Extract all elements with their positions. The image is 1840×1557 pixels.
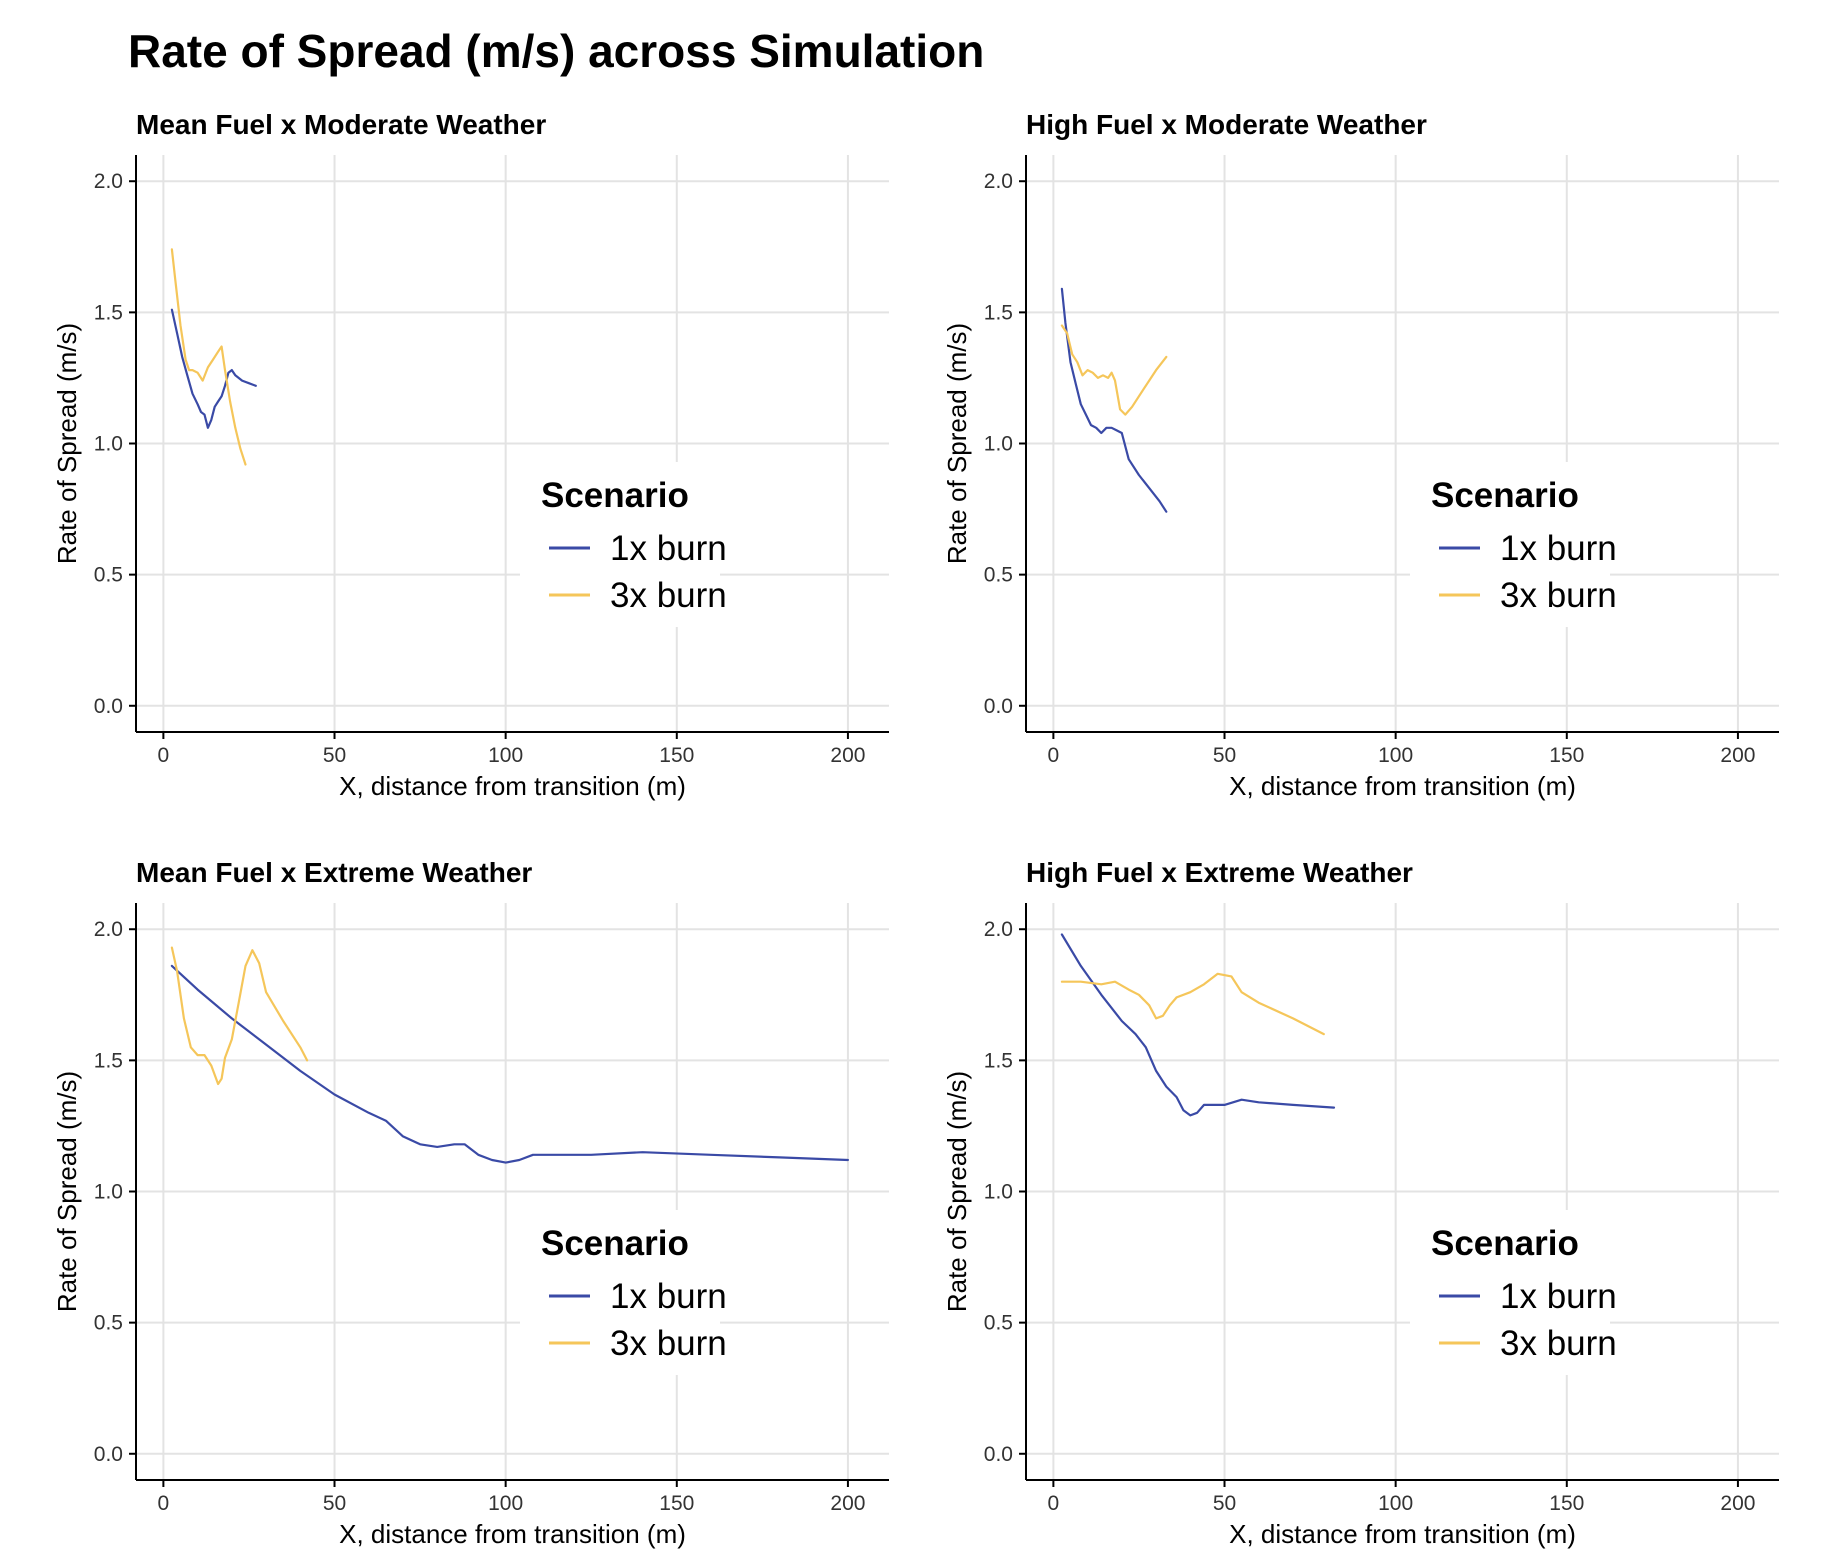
series-line (1060, 972, 1325, 1036)
legend-label: 1x burn (610, 1277, 727, 1316)
x-tick-label: 150 (1549, 1492, 1584, 1515)
y-tick-label: 1.5 (984, 1049, 1013, 1072)
x-tick-label: 50 (1213, 744, 1236, 767)
x-tick-label: 150 (659, 1492, 694, 1515)
x-tick-label: 100 (488, 744, 523, 767)
y-tick-label: 2.0 (94, 170, 123, 193)
panel-title: High Fuel x Moderate Weather (1026, 109, 1427, 140)
y-tick-label: 2.0 (94, 918, 123, 941)
x-tick-label: 100 (488, 1492, 523, 1515)
y-tick-label: 1.5 (984, 301, 1013, 324)
y-tick-label: 0.0 (94, 1443, 123, 1466)
y-tick-label: 1.0 (984, 433, 1013, 456)
x-axis-label: X, distance from transition (m) (1229, 1519, 1576, 1549)
x-tick-label: 50 (323, 1492, 346, 1515)
panel-title: Mean Fuel x Extreme Weather (136, 857, 532, 888)
x-tick-label: 200 (830, 1492, 865, 1515)
legend: Scenario 1x burn 3x burn (1410, 1210, 1617, 1375)
legend-background (1410, 1210, 1610, 1375)
legend-label: 3x burn (1500, 576, 1617, 615)
legend: Scenario 1x burn 3x burn (520, 462, 727, 627)
x-tick-label: 50 (323, 744, 346, 767)
series-line (170, 964, 850, 1164)
page-title: Rate of Spread (m/s) across Simulation (128, 25, 985, 77)
x-tick-label: 0 (1048, 1492, 1060, 1515)
legend: Scenario 1x burn 3x burn (520, 1210, 727, 1375)
chart-panel: High Fuel x Extreme Weather Scenario 1x bu… (942, 857, 1779, 1549)
x-axis-label: X, distance from transition (m) (1229, 771, 1576, 801)
legend-label: 3x burn (610, 576, 727, 615)
series-line (1060, 287, 1168, 513)
y-tick-label: 2.0 (984, 170, 1013, 193)
x-tick-label: 200 (1720, 744, 1755, 767)
y-tick-label: 0.0 (984, 1443, 1013, 1466)
y-tick-label: 1.5 (94, 301, 123, 324)
series-line (170, 946, 309, 1086)
legend-title: Scenario (541, 476, 689, 515)
legend-background (1410, 462, 1610, 627)
x-tick-label: 200 (1720, 1492, 1755, 1515)
y-axis-label: Rate of Spread (m/s) (52, 1071, 82, 1312)
y-tick-label: 1.0 (984, 1181, 1013, 1204)
x-tick-label: 150 (659, 744, 694, 767)
y-tick-label: 0.0 (94, 695, 123, 718)
series-line (170, 248, 247, 466)
y-axis-label: Rate of Spread (m/s) (52, 323, 82, 564)
legend-label: 3x burn (610, 1324, 727, 1363)
legend-background (520, 1210, 720, 1375)
chart-panel: Mean Fuel x Moderate Weather Scenario 1x b… (52, 109, 889, 801)
series-line (1060, 933, 1336, 1117)
legend-label: 1x burn (1500, 529, 1617, 568)
y-tick-label: 0.5 (94, 1312, 123, 1335)
legend-title: Scenario (1431, 476, 1579, 515)
x-tick-label: 100 (1378, 1492, 1413, 1515)
legend-title: Scenario (1431, 1224, 1579, 1263)
series-line (1060, 324, 1168, 416)
x-axis-label: X, distance from transition (m) (339, 771, 686, 801)
chart-panel: High Fuel x Moderate Weather Scenario 1x b… (942, 109, 1779, 801)
legend-background (520, 462, 720, 627)
x-tick-label: 50 (1213, 1492, 1236, 1515)
legend-title: Scenario (541, 1224, 689, 1263)
y-tick-label: 1.0 (94, 433, 123, 456)
legend-label: 1x burn (610, 529, 727, 568)
y-tick-label: 0.5 (94, 564, 123, 587)
chart-panel: Mean Fuel x Extreme Weather Scenario 1x bu… (52, 857, 889, 1549)
y-tick-label: 1.5 (94, 1049, 123, 1072)
y-tick-label: 0.5 (984, 1312, 1013, 1335)
x-tick-label: 0 (158, 744, 170, 767)
y-tick-label: 2.0 (984, 918, 1013, 941)
y-tick-label: 1.0 (94, 1181, 123, 1204)
y-tick-label: 0.5 (984, 564, 1013, 587)
panel-title: Mean Fuel x Moderate Weather (136, 109, 546, 140)
legend-label: 1x burn (1500, 1277, 1617, 1316)
x-tick-label: 200 (830, 744, 865, 767)
x-tick-label: 0 (158, 1492, 170, 1515)
series-line (170, 308, 257, 429)
x-tick-label: 100 (1378, 744, 1413, 767)
x-tick-label: 0 (1048, 744, 1060, 767)
legend: Scenario 1x burn 3x burn (1410, 462, 1617, 627)
y-axis-label: Rate of Spread (m/s) (942, 1071, 972, 1312)
x-tick-label: 150 (1549, 744, 1584, 767)
y-tick-label: 0.0 (984, 695, 1013, 718)
x-axis-label: X, distance from transition (m) (339, 1519, 686, 1549)
panel-title: High Fuel x Extreme Weather (1026, 857, 1413, 888)
legend-label: 3x burn (1500, 1324, 1617, 1363)
y-axis-label: Rate of Spread (m/s) (942, 323, 972, 564)
